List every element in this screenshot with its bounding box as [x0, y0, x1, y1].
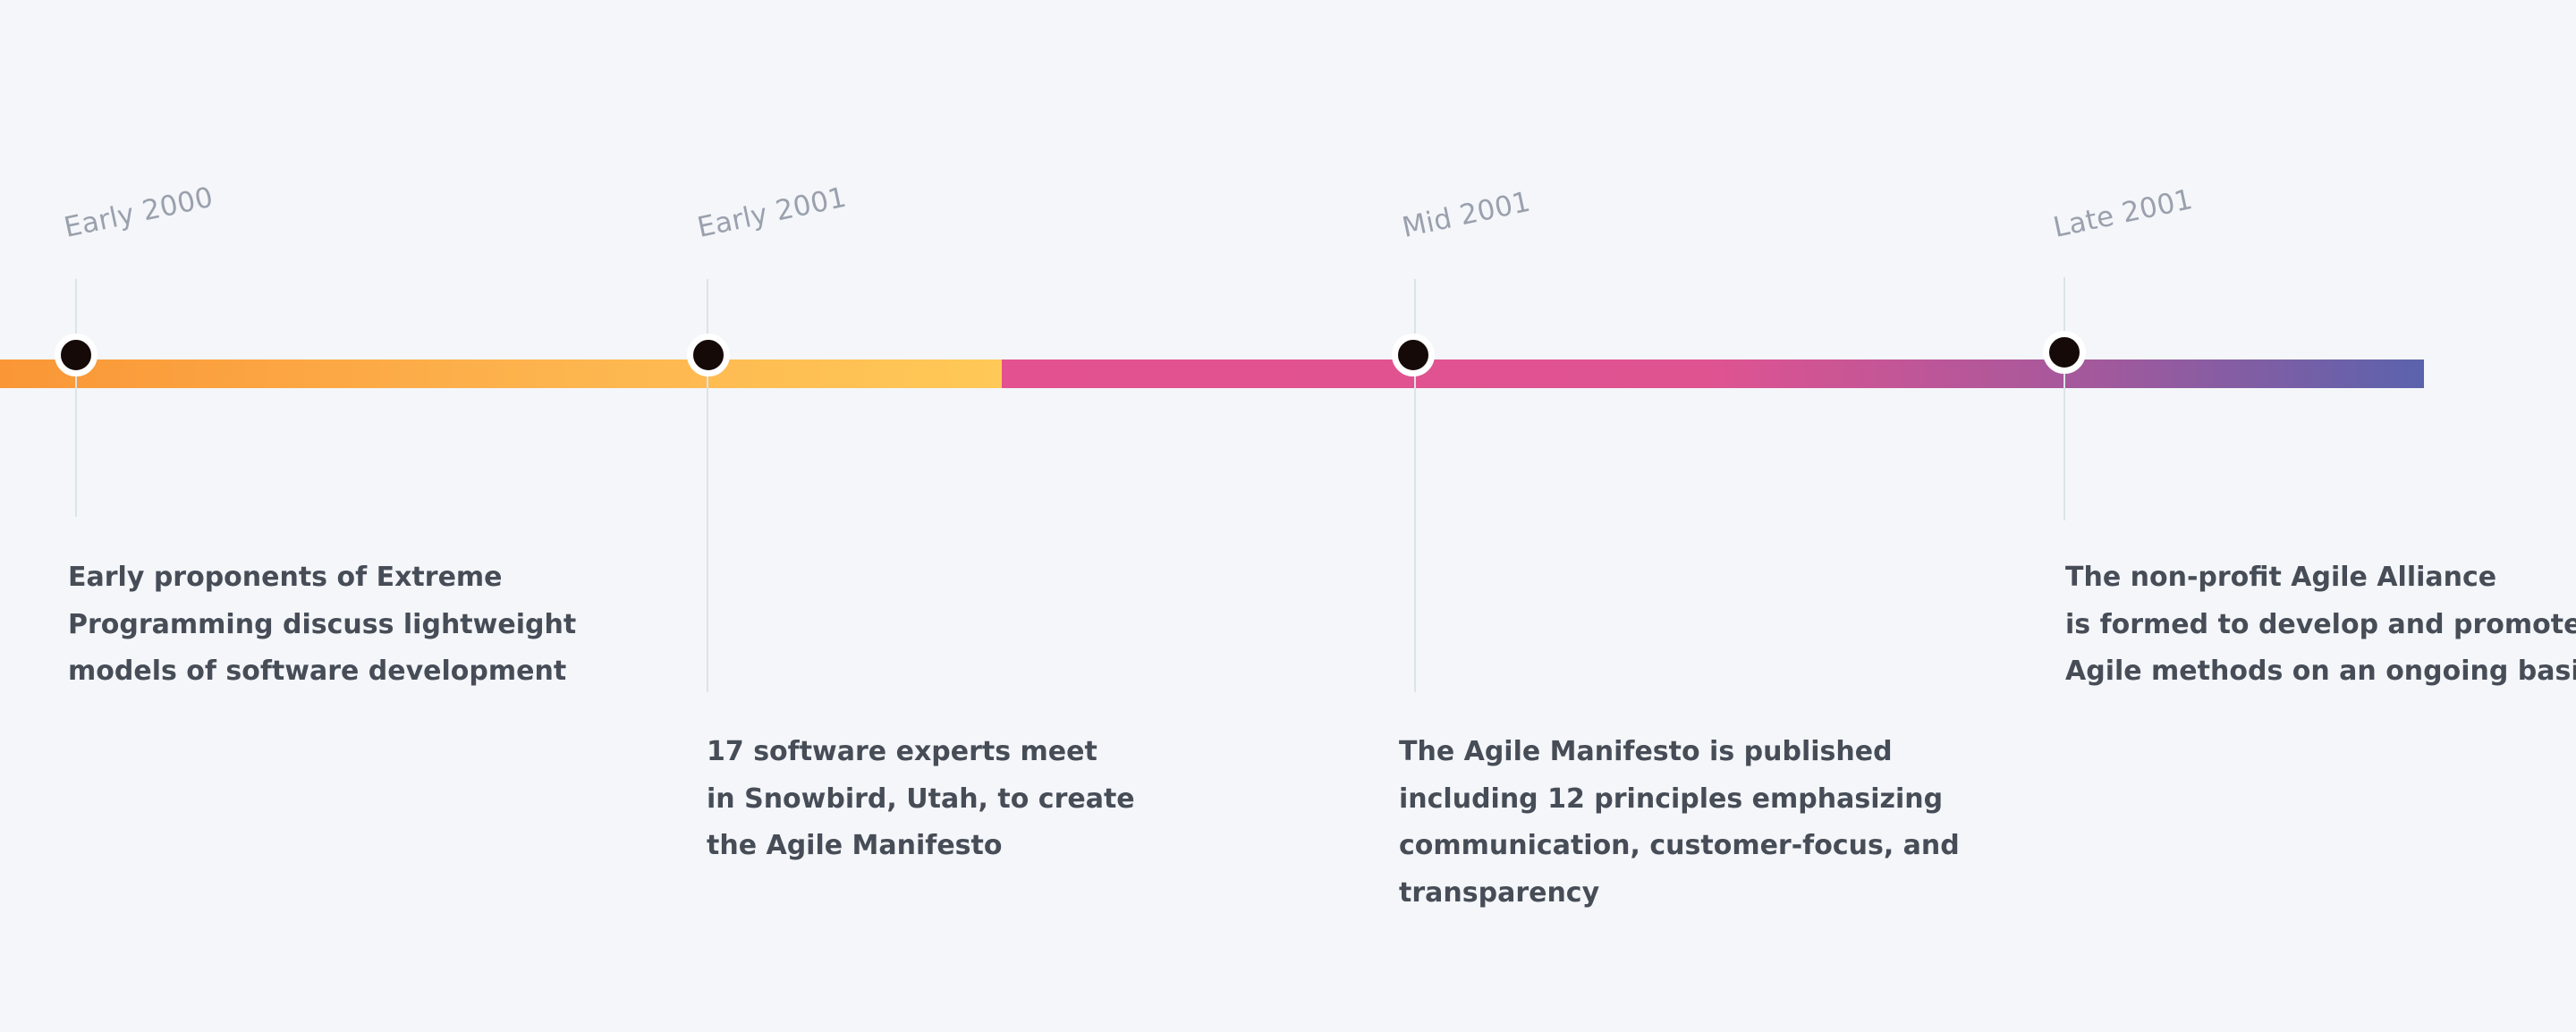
event-description-line: Agile methods on an ongoing basis: [2065, 656, 2576, 687]
connector-line: [707, 279, 708, 692]
event-description-line: Programming discuss lightweight: [68, 608, 577, 640]
event-description-line: is formed to develop and promote: [2065, 608, 2576, 640]
event-description-line: models of software development: [68, 656, 567, 687]
connector-line: [75, 279, 77, 517]
event-description-line: The non-profit Agile Alliance: [2065, 562, 2497, 593]
event-description-line: transparency: [1399, 876, 1600, 909]
event-description-line: 17 software experts meet: [707, 736, 1097, 767]
timeline-marker-dot: [2043, 331, 2086, 374]
timeline-marker-dot: [687, 334, 730, 376]
timeline-marker-dot: [1392, 334, 1435, 376]
event-description-line: the Agile Manifesto: [707, 830, 1003, 861]
timeline-bar-segment-orange: [0, 360, 1002, 388]
event-description: The non-profit Agile Alliance is formed …: [2065, 554, 2576, 696]
event-description: Early proponents of Extreme Programming …: [68, 554, 576, 696]
event-date-label: Early 2001: [694, 181, 850, 244]
event-description: The Agile Manifesto is published includi…: [1399, 729, 1960, 917]
event-date-label: Late 2001: [2050, 182, 2196, 244]
event-description: 17 software experts meet in Snowbird, Ut…: [707, 729, 1135, 870]
event-date-label: Early 2000: [61, 181, 216, 244]
event-date-label: Mid 2001: [1399, 185, 1534, 244]
event-description-line: in Snowbird, Utah, to create: [707, 782, 1135, 815]
timeline-bar-segment-pink-purple: [1002, 360, 2424, 388]
connector-line: [2063, 277, 2065, 520]
event-description-line: including 12 principles emphasizing: [1399, 782, 1944, 815]
event-description-line: The Agile Manifesto is published: [1399, 736, 1893, 767]
timeline-marker-dot: [55, 334, 97, 376]
event-description-line: communication, customer-focus, and: [1399, 830, 1960, 861]
event-description-line: Early proponents of Extreme: [68, 562, 503, 593]
connector-line: [1414, 279, 1416, 692]
